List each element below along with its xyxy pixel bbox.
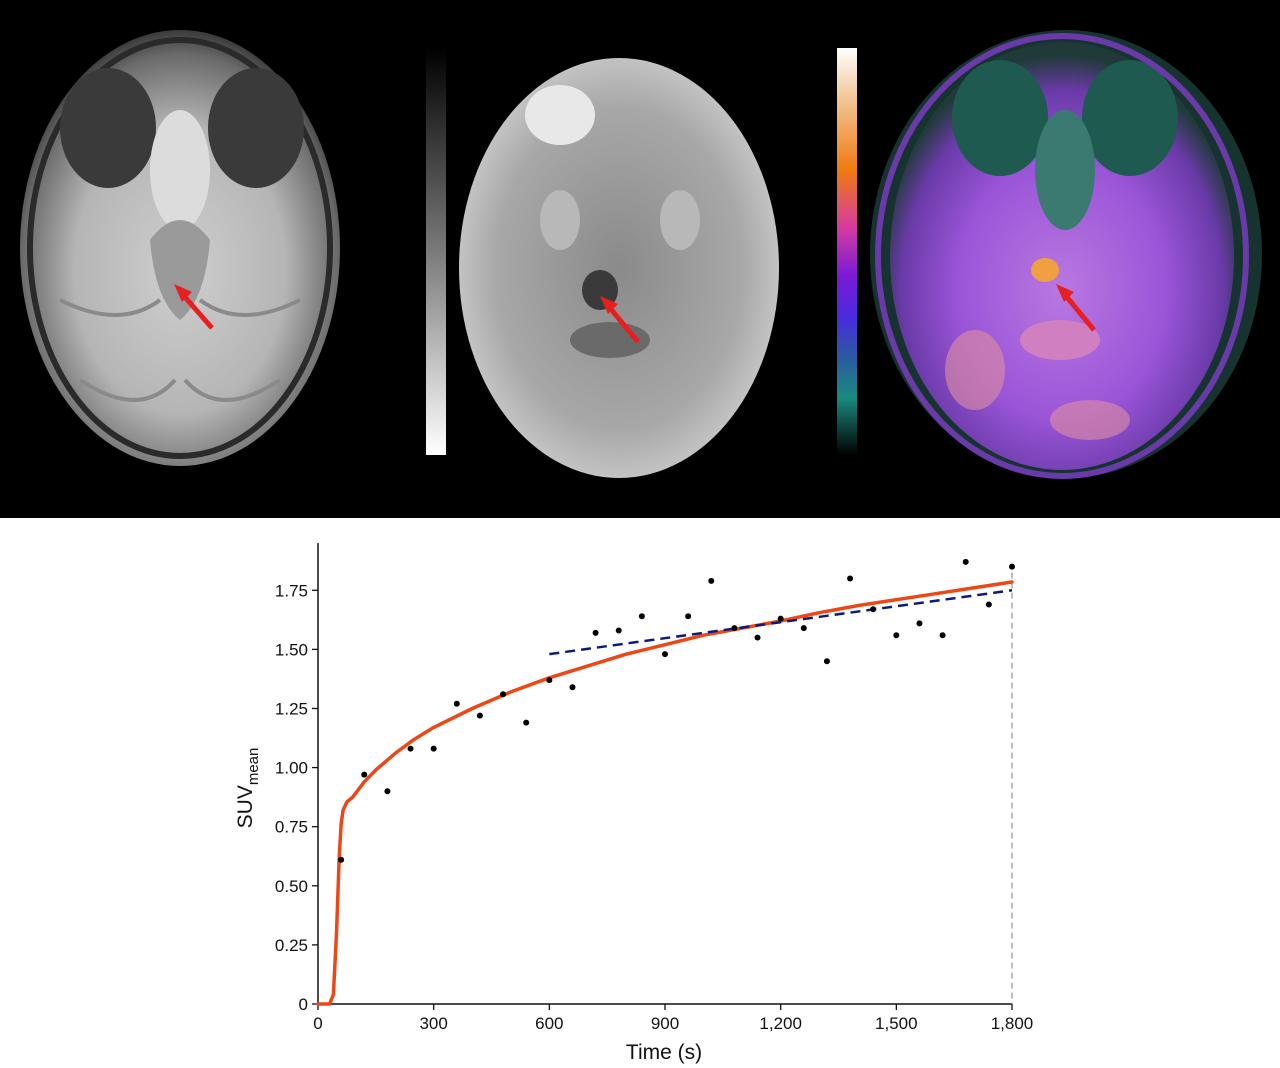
x-tick-label: 1,800 [991,1014,1034,1033]
x-tick-label: 900 [651,1014,679,1033]
data-point [800,625,807,632]
y-tick-label: 0.50 [275,877,308,896]
fusion-arrow-icon [1056,284,1096,332]
grayscale-colorbar [426,48,446,455]
y-tick-label: 0.25 [275,936,308,955]
data-point [569,684,576,691]
data-point [523,719,530,726]
y-axis-label-main: SUV [234,785,257,828]
data-point [476,712,483,719]
suv-time-chart: 0 300 600 900 1,200 1,500 1,800 0 0.25 0.50 0.75 1.… [234,543,1033,1064]
imaging-panel [0,0,1280,518]
x-tick-label: 1,200 [759,1014,802,1033]
data-point [384,788,391,795]
data-point [407,745,414,752]
x-tick-label: 0 [313,1014,322,1033]
y-tick-label: 0.75 [275,818,308,837]
data-point [777,615,784,622]
y-tick-label: 1.75 [275,581,308,600]
data-point [754,634,761,641]
data-point [615,627,622,634]
mri-arrow-icon [174,284,214,330]
data-point [916,620,923,627]
pet-arrow-icon [600,296,640,344]
fit-curve-line [316,580,1014,1006]
data-point [338,856,345,863]
data-point [870,606,877,613]
data-point [823,658,830,665]
y-tick-label: 0 [299,995,308,1014]
data-point [592,629,599,636]
y-axis-label: SUVmean [234,748,262,829]
x-tick-label: 300 [419,1014,447,1033]
data-point [430,745,437,752]
data-point [500,691,507,698]
data-point [708,577,715,584]
brain-mri-scan-icon [20,30,340,466]
data-point [1009,563,1015,570]
data-point [985,601,992,608]
y-axis-label-subscript: mean [245,748,262,786]
data-point [453,700,460,707]
data-point [662,651,668,658]
data-point [638,613,645,620]
plot-area: 0 300 600 900 1,200 1,500 1,800 0 0.25 0.50 0.75 1.… [275,543,1033,1033]
x-axis-label: Time (s) [626,1041,702,1064]
y-tick-label: 1.25 [275,699,308,718]
y-tick-label: 1.50 [275,640,308,659]
data-point [939,632,946,639]
data-point [685,613,692,620]
pet-colorbar [837,48,857,455]
brain-fusion-scan-icon [870,30,1262,479]
data-point [361,771,368,778]
data-point [962,558,969,565]
data-point [847,575,854,582]
data-point [546,677,553,684]
brain-pet-scan-icon [459,58,779,478]
x-tick-label: 1,500 [875,1014,918,1033]
data-point [731,625,738,632]
y-tick-label: 1.00 [275,759,308,778]
data-point [893,632,900,639]
linear-fit-line [549,589,1013,656]
x-tick-label: 600 [535,1014,563,1033]
